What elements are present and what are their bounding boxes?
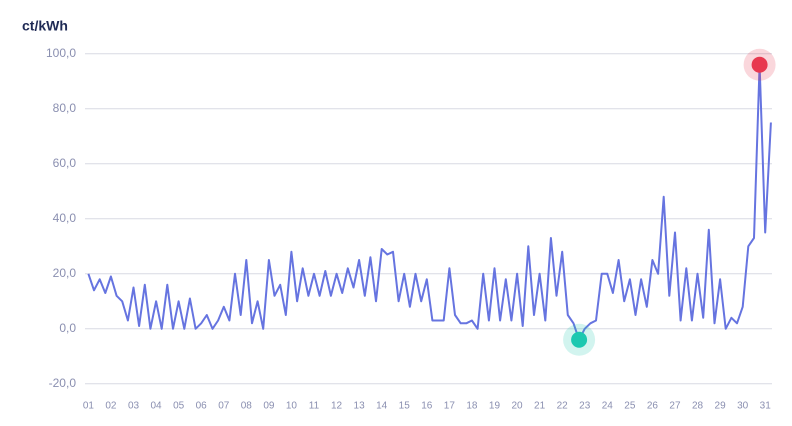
y-tick-label: 80,0	[53, 101, 77, 115]
x-tick-label: 02	[105, 401, 117, 412]
x-tick-label: 14	[376, 401, 388, 412]
x-tick-label: 16	[421, 401, 433, 412]
x-tick-label: 21	[534, 401, 546, 412]
price-line	[87, 63, 772, 341]
x-tick-label: 27	[669, 401, 681, 412]
x-tick-label: 31	[760, 401, 772, 412]
y-tick-label: 0,0	[59, 321, 76, 335]
y-tick-label: 20,0	[53, 266, 77, 280]
y-axis-label: ct/kWh	[22, 18, 68, 34]
x-tick-label: 06	[196, 401, 208, 412]
y-tick-label: 40,0	[53, 211, 77, 225]
min-marker	[571, 331, 588, 348]
y-tick-label: 100,0	[46, 46, 76, 60]
y-tick-label: -20,0	[49, 376, 77, 390]
x-tick-label: 05	[173, 401, 185, 412]
x-tick-label: 30	[737, 401, 749, 412]
x-tick-label: 19	[489, 401, 501, 412]
x-tick-label: 22	[557, 401, 569, 412]
x-tick-label: 20	[511, 401, 523, 412]
x-tick-label: 10	[286, 401, 298, 412]
x-tick-label: 04	[151, 401, 163, 412]
x-tick-label: 29	[715, 401, 727, 412]
y-tick-label: 60,0	[53, 156, 77, 170]
x-tick-label: 08	[241, 401, 253, 412]
x-tick-label: 12	[331, 401, 343, 412]
x-tick-label: 18	[466, 401, 478, 412]
x-tick-label: 07	[218, 401, 230, 412]
x-tick-label: 23	[579, 401, 591, 412]
x-tick-label: 25	[624, 401, 636, 412]
x-tick-label: 28	[692, 401, 704, 412]
x-tick-label: 01	[83, 401, 95, 412]
x-tick-label: 24	[602, 401, 614, 412]
x-tick-label: 15	[399, 401, 411, 412]
x-tick-label: 09	[263, 401, 275, 412]
x-tick-label: 17	[444, 401, 456, 412]
x-tick-label: 26	[647, 401, 659, 412]
x-tick-label: 11	[309, 401, 320, 412]
x-tick-label: 03	[128, 401, 140, 412]
max-marker	[751, 56, 768, 73]
x-tick-label: 13	[354, 401, 366, 412]
